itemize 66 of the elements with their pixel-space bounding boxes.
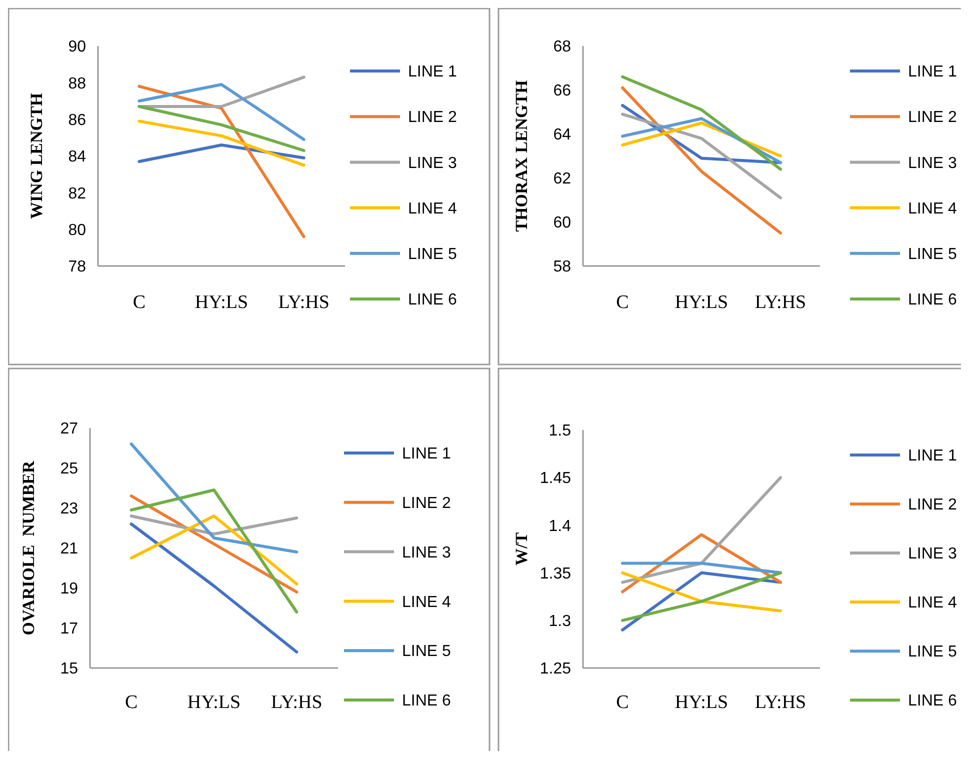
legend-label: LINE 3 <box>408 154 458 172</box>
y-axis-title: OVARIOLE NUMBER <box>18 460 38 636</box>
legend-label: LINE 2 <box>408 109 458 126</box>
legend-label: LINE 1 <box>908 64 958 81</box>
y-tick-label: 17 <box>60 620 78 638</box>
y-tick-label: 80 <box>68 222 86 239</box>
legend-label: LINE 2 <box>908 109 958 126</box>
y-axis-title: W/T <box>512 532 531 566</box>
y-tick-label: 84 <box>68 148 86 166</box>
y-tick-label: 82 <box>68 185 86 202</box>
y-tick-label: 60 <box>553 214 572 232</box>
x-tick-label: LY:HS <box>278 292 330 313</box>
y-tick-label: 68 <box>553 38 572 56</box>
x-tick-label: HY:LS <box>674 292 728 313</box>
legend-label: LINE 3 <box>908 154 958 172</box>
legend-label: LINE 1 <box>402 446 452 463</box>
y-tick-label: 66 <box>553 82 572 100</box>
legend-label: LINE 1 <box>408 64 458 81</box>
legend-label: LINE 5 <box>408 246 458 263</box>
legend-label: LINE 3 <box>402 544 452 562</box>
legend-label: LINE 6 <box>402 692 452 710</box>
x-tick-label: C <box>616 292 629 313</box>
legend-label: LINE 5 <box>402 643 452 660</box>
y-tick-label: 15 <box>60 660 78 678</box>
legend-label: LINE 5 <box>908 246 958 263</box>
y-tick-label: 1.35 <box>540 565 572 582</box>
y-tick-label: 58 <box>553 258 572 276</box>
x-tick-label: LY:HS <box>754 292 806 313</box>
x-tick-label: C <box>132 292 146 313</box>
legend-label: LINE 2 <box>908 496 958 514</box>
legend-label: LINE 4 <box>402 594 452 611</box>
x-tick-label: C <box>616 692 629 713</box>
y-tick-label: 1.45 <box>540 470 572 488</box>
y-tick-label: 1.5 <box>548 422 572 440</box>
legend-label: LINE 1 <box>908 448 958 465</box>
y-tick-label: 1.4 <box>548 518 572 535</box>
y-tick-label: 19 <box>60 580 78 598</box>
x-tick-label: LY:HS <box>271 692 322 713</box>
y-tick-label: 25 <box>60 460 78 478</box>
y-tick-label: 86 <box>68 112 86 129</box>
y-axis-title: WING LENGTH <box>26 92 46 220</box>
y-tick-label: 64 <box>553 126 572 144</box>
legend-label: LINE 5 <box>908 644 958 661</box>
legend-label: LINE 4 <box>908 594 958 612</box>
x-tick-label: HY:LS <box>194 292 248 313</box>
legend-label: LINE 3 <box>908 546 958 563</box>
x-tick-label: LY:HS <box>754 692 806 713</box>
x-tick-label: HY:LS <box>674 692 728 713</box>
y-tick-label: 78 <box>68 258 86 276</box>
x-tick-label: HY:LS <box>187 692 241 713</box>
legend-label: LINE 6 <box>908 692 958 710</box>
y-tick-label: 62 <box>553 170 572 188</box>
x-tick-label: C <box>124 692 138 713</box>
legend-label: LINE 6 <box>908 292 958 309</box>
legend-label: LINE 4 <box>408 200 458 218</box>
y-tick-label: 1.25 <box>540 660 572 678</box>
y-tick-label: 88 <box>68 75 86 92</box>
y-tick-label: 90 <box>68 38 86 56</box>
legend-label: LINE 6 <box>408 292 458 309</box>
y-tick-label: 23 <box>60 500 78 518</box>
y-axis-title: THORAX LENGTH <box>512 80 531 232</box>
legend-label: LINE 4 <box>908 200 958 218</box>
y-tick-label: 27 <box>60 420 78 438</box>
y-tick-label: 1.3 <box>548 613 572 630</box>
legend-label: LINE 2 <box>402 495 452 512</box>
y-tick-label: 21 <box>60 540 78 558</box>
